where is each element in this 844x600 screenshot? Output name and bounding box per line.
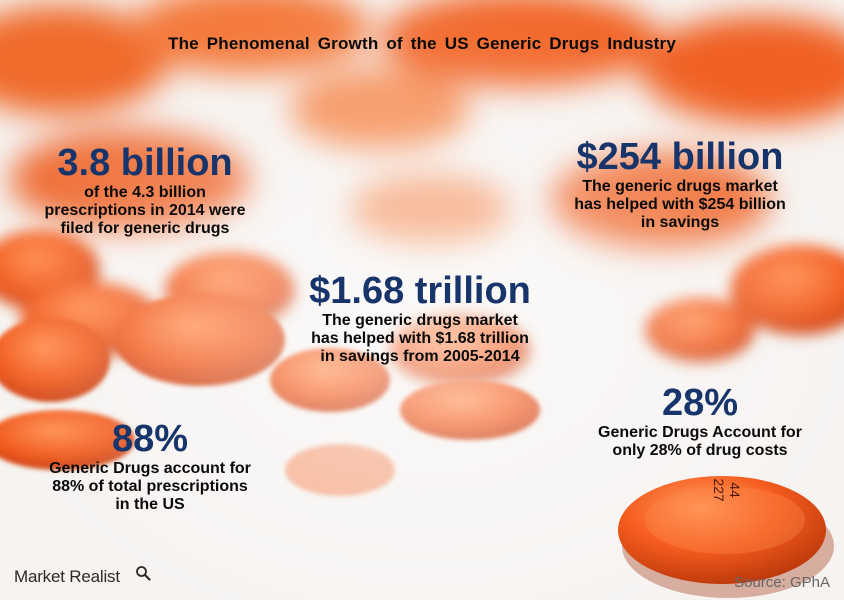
stat-desc-line: The generic drugs market <box>582 177 778 195</box>
stat-value: 3.8 billion <box>57 142 233 184</box>
pill-imprint-line1: 44 <box>727 482 743 498</box>
stat-value: $254 billion <box>576 136 784 178</box>
stat-desc-line: has helped with $254 billion <box>574 195 786 213</box>
stat-desc-line: of the 4.3 billion <box>84 183 206 201</box>
stat-cost-share: 28% Generic Drugs Account for only 28% o… <box>565 382 835 460</box>
source-credit: Source: GPhA <box>734 574 830 591</box>
stat-desc-line: has helped with $1.68 trillion <box>311 329 529 347</box>
stat-desc-line: in the US <box>115 495 185 513</box>
stat-desc-line: in savings <box>640 213 720 231</box>
stat-savings-168t: $1.68 trillion The generic drugs market … <box>270 270 570 366</box>
stat-desc-line: only 28% of drug costs <box>612 441 788 459</box>
stat-prescription-share: 88% Generic Drugs account for 88% of tot… <box>20 418 280 514</box>
pill-imprint: 44 227 <box>711 478 743 502</box>
foreground-pill: 44 227 <box>618 476 834 598</box>
stat-value: 88% <box>111 418 189 460</box>
stat-desc-line: 88% of total prescriptions <box>52 477 248 495</box>
stat-desc-line: The generic drugs market <box>322 311 518 329</box>
market-realist-logo: Market Realist <box>14 567 120 586</box>
stat-value: 28% <box>661 382 739 424</box>
stat-prescriptions-count: 3.8 billion of the 4.3 billion prescript… <box>10 142 280 238</box>
stat-savings-254b: $254 billion The generic drugs market ha… <box>540 136 820 232</box>
stat-desc-line: filed for generic drugs <box>60 219 230 237</box>
stat-desc-line: in savings from 2005-2014 <box>320 347 520 365</box>
stat-desc-line: Generic Drugs account for <box>49 459 251 477</box>
pill-imprint-line2: 227 <box>711 478 727 502</box>
page-title: The Phenomenal Growth of the US Generic … <box>167 34 677 53</box>
stat-desc-line: Generic Drugs Account for <box>598 423 802 441</box>
stat-value: $1.68 trillion <box>309 270 531 312</box>
stat-desc-line: prescriptions in 2014 were <box>44 201 246 219</box>
magnifier-icon <box>136 566 151 581</box>
